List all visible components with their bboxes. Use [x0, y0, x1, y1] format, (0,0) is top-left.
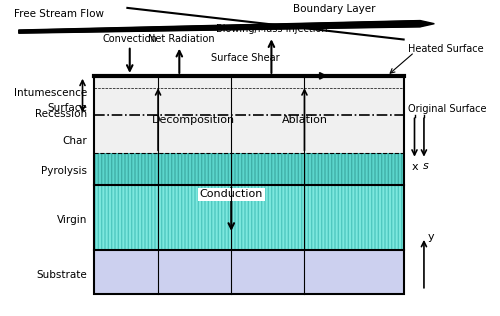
Bar — [94, 185, 404, 250]
Bar — [94, 250, 404, 294]
Text: Net Radiation: Net Radiation — [148, 33, 215, 44]
Text: Free Stream Flow: Free Stream Flow — [14, 9, 104, 19]
Text: Surface Shear: Surface Shear — [211, 53, 280, 63]
Text: s: s — [423, 161, 428, 171]
Text: Substrate: Substrate — [36, 270, 87, 280]
Text: y: y — [428, 232, 434, 242]
Text: Blowing/Mass Injection: Blowing/Mass Injection — [216, 24, 327, 34]
Text: Decomposition: Decomposition — [152, 115, 235, 125]
Bar — [94, 153, 404, 185]
Bar — [94, 153, 404, 185]
Text: Boundary Layer: Boundary Layer — [292, 4, 375, 15]
Text: Surface: Surface — [48, 103, 87, 113]
Text: Intumescence: Intumescence — [14, 88, 87, 98]
Text: Char: Char — [62, 136, 87, 146]
Text: Convection: Convection — [102, 33, 157, 44]
Bar — [94, 76, 404, 294]
Polygon shape — [19, 21, 434, 33]
Text: Heated Surface: Heated Surface — [408, 44, 484, 54]
Bar — [94, 76, 404, 153]
Text: Recession: Recession — [35, 109, 87, 119]
Text: Conduction: Conduction — [200, 189, 263, 199]
Text: Ablation: Ablation — [282, 115, 328, 125]
Text: Original Surface: Original Surface — [408, 104, 487, 114]
Text: Virgin: Virgin — [57, 215, 87, 225]
Text: x: x — [411, 162, 418, 173]
Bar — [94, 185, 404, 250]
Text: Pyrolysis: Pyrolysis — [41, 166, 87, 176]
